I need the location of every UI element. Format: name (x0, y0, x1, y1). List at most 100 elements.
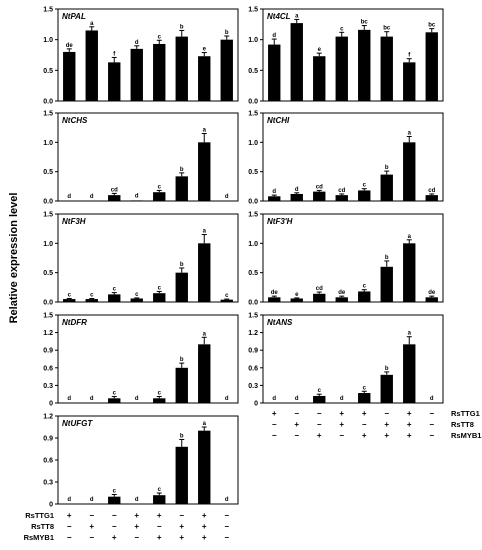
y-tick-label: 0.9 (43, 436, 53, 443)
panel-title: NtPAL (62, 12, 86, 21)
panel-title: NtF3'H (267, 217, 293, 226)
treatment-sign: + (179, 533, 184, 542)
y-tick-label: 1.5 (43, 313, 53, 320)
significance-letter: b (180, 433, 184, 439)
y-tick-label: 1.5 (248, 111, 258, 118)
treatment-sign: − (89, 533, 94, 542)
bar (358, 291, 371, 302)
bar (198, 142, 211, 201)
treatment-sign: − (272, 431, 277, 440)
treatment-sign: − (362, 420, 367, 429)
treatment-sign: − (134, 533, 139, 542)
treatment-sign: + (407, 409, 412, 418)
bar (403, 243, 416, 302)
significance-letter: cd (316, 184, 323, 190)
treatment-row-label: RsTT8 (31, 522, 54, 531)
bar (425, 32, 438, 101)
treatment-sign: + (407, 431, 412, 440)
bar (108, 294, 121, 302)
bar (175, 36, 188, 101)
panel-frame (57, 213, 239, 303)
treatment-sign: − (112, 522, 117, 531)
significance-letter: d (135, 193, 139, 199)
treatment-sign: + (339, 420, 344, 429)
panel-frame (57, 8, 239, 102)
bar (403, 142, 416, 201)
significance-letter: c (225, 293, 229, 299)
treatment-row-label: RsTT8 (451, 420, 474, 429)
y-tick-label: 0.0 (43, 300, 53, 307)
bar (198, 430, 211, 504)
y-tick-label: 1.0 (43, 37, 53, 44)
bar (198, 243, 211, 302)
treatment-sign: − (272, 420, 277, 429)
significance-letter: c (158, 285, 162, 291)
y-tick-label: 1.5 (248, 313, 258, 320)
bar (313, 293, 326, 302)
y-tick-label: 1.0 (248, 241, 258, 248)
treatment-row-label: RsTTG1 (451, 409, 480, 418)
bar (358, 29, 371, 101)
bar (63, 299, 76, 302)
bar (268, 196, 281, 201)
significance-letter: a (408, 130, 412, 136)
panel-title: NtCHS (62, 116, 88, 125)
significance-letter: de (428, 290, 436, 296)
y-tick-label: 0 (49, 502, 53, 509)
significance-letter: a (203, 229, 207, 235)
treatment-sign: + (317, 431, 322, 440)
treatment-sign: − (179, 511, 184, 520)
significance-letter: f (113, 51, 116, 57)
y-tick-label: 0.3 (43, 383, 53, 390)
y-tick-label: 1.5 (248, 212, 258, 219)
significance-letter: d (225, 497, 229, 503)
bar (198, 344, 211, 403)
treatment-row-label: RsTTG1 (25, 511, 54, 520)
bar (380, 174, 393, 201)
panel-frame (57, 415, 239, 505)
significance-letter: b (225, 30, 229, 36)
significance-letter: a (203, 421, 207, 427)
bar (313, 395, 326, 403)
bar (335, 297, 348, 302)
treatment-sign: + (89, 522, 94, 531)
bar (290, 193, 303, 201)
panel-title: NtANS (267, 318, 293, 327)
treatment-sign: − (67, 533, 72, 542)
y-tick-label: 0.0 (43, 99, 53, 106)
treatment-sign: − (224, 522, 229, 531)
bar (220, 299, 233, 302)
significance-letter: cd (428, 188, 435, 194)
significance-letter: a (295, 13, 299, 19)
bar (130, 200, 143, 201)
bar (290, 298, 303, 302)
significance-letter: c (363, 183, 367, 189)
significance-letter: d (135, 497, 139, 503)
significance-letter: d (90, 497, 94, 503)
treatment-sign: − (67, 522, 72, 531)
panel-frame (57, 112, 239, 202)
significance-letter: e (318, 47, 322, 53)
bar (63, 51, 76, 101)
significance-letter: d (90, 396, 94, 402)
bar (380, 36, 393, 101)
bar (335, 36, 348, 101)
significance-letter: c (135, 292, 139, 298)
significance-letter: a (408, 234, 412, 240)
treatment-sign: − (317, 409, 322, 418)
treatment-sign: + (67, 511, 72, 520)
bar (175, 367, 188, 403)
panel-title: NtDFR (62, 318, 87, 327)
treatment-sign: + (339, 409, 344, 418)
treatment-sign: + (362, 409, 367, 418)
bar (153, 495, 166, 504)
treatment-sign: + (384, 420, 389, 429)
bar (268, 297, 281, 302)
significance-letter: c (363, 284, 367, 290)
treatment-sign: − (294, 409, 299, 418)
panel-frame (262, 314, 444, 404)
panel-title: NtF3H (62, 217, 86, 226)
bar (130, 48, 143, 101)
significance-letter: d (272, 33, 276, 39)
significance-letter: de (271, 290, 279, 296)
